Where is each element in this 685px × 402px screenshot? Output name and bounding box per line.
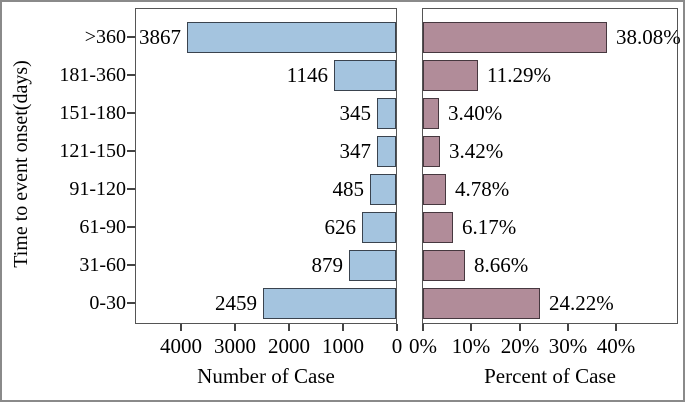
x-axis-tick-mark [342,324,344,331]
category-label: >360 [84,26,126,48]
percent-value-label: 6.17% [462,215,517,239]
x-axis-tick-mark [470,324,472,331]
category-tick-mark [127,36,135,38]
count-bar-61-90 [362,212,396,243]
category-tick-mark [127,302,135,304]
percent-value-label: 38.08% [616,25,681,49]
percent-bar-151-180 [423,98,439,129]
count-value-label: 3867 [139,25,181,49]
count-value-label: 347 [339,139,372,163]
category-tick-mark [127,74,135,76]
count-bar-181-360 [334,60,396,91]
count-bar-31-60 [349,250,396,281]
x-axis-tick-label: 40% [596,334,636,358]
percent-value-label: 11.29% [487,63,551,87]
x-axis-tick-label: 3000 [214,334,256,358]
x-axis-tick-label: 20% [500,334,540,358]
category-tick-mark [127,226,135,228]
count-bar-151-180 [377,98,396,129]
percent-value-label: 3.40% [448,101,503,125]
percent-bar-0-30 [423,288,540,319]
x-axis-tick-mark [567,324,569,331]
x-axis-tick-mark [422,324,424,331]
category-tick-mark [127,112,135,114]
count-bar-91-120 [370,174,396,205]
percent-value-label: 8.66% [474,253,529,277]
x-axis-tick-mark [288,324,290,331]
category-label: 151-180 [59,102,126,124]
category-label: 121-150 [59,140,126,162]
count-bar->360 [187,22,396,53]
category-tick-mark [127,188,135,190]
x-axis-tick-mark [615,324,617,331]
count-bar-0-30 [263,288,396,319]
x-axis-tick-label: 10% [451,334,491,358]
x-axis-title-percent: Percent of Case [484,364,616,388]
category-tick-mark [127,150,135,152]
x-axis-tick-label: 30% [548,334,588,358]
x-axis-tick-label: 0% [409,334,437,358]
category-label: 181-360 [59,64,126,86]
category-tick-mark [127,264,135,266]
category-label: 61-90 [79,216,126,238]
percent-bar->360 [423,22,607,53]
x-axis-tick-mark [396,324,398,331]
x-axis-tick-label: 2000 [268,334,310,358]
count-bar-121-150 [377,136,396,167]
count-value-label: 2459 [215,291,257,315]
percent-bar-91-120 [423,174,446,205]
x-axis-tick-mark [234,324,236,331]
x-axis-tick-label: 4000 [160,334,202,358]
count-value-label: 345 [339,101,372,125]
x-axis-tick-mark [180,324,182,331]
percent-bar-31-60 [423,250,465,281]
percent-value-label: 24.22% [549,291,614,315]
category-label: 31-60 [79,254,126,276]
count-value-label: 1146 [286,63,328,87]
count-value-label: 485 [332,177,365,201]
percent-value-label: 4.78% [455,177,510,201]
percent-bar-181-360 [423,60,478,91]
percent-value-label: 3.42% [449,139,504,163]
category-label: 91-120 [69,178,126,200]
x-axis-title-number: Number of Case [197,364,335,388]
x-axis-tick-label: 1000 [322,334,364,358]
percent-bar-121-150 [423,136,440,167]
category-label: 0-30 [89,292,126,314]
x-axis-tick-mark [519,324,521,331]
percent-bar-61-90 [423,212,453,243]
x-axis-tick-label: 0 [391,334,403,358]
count-value-label: 879 [311,253,344,277]
count-value-label: 626 [324,215,357,239]
